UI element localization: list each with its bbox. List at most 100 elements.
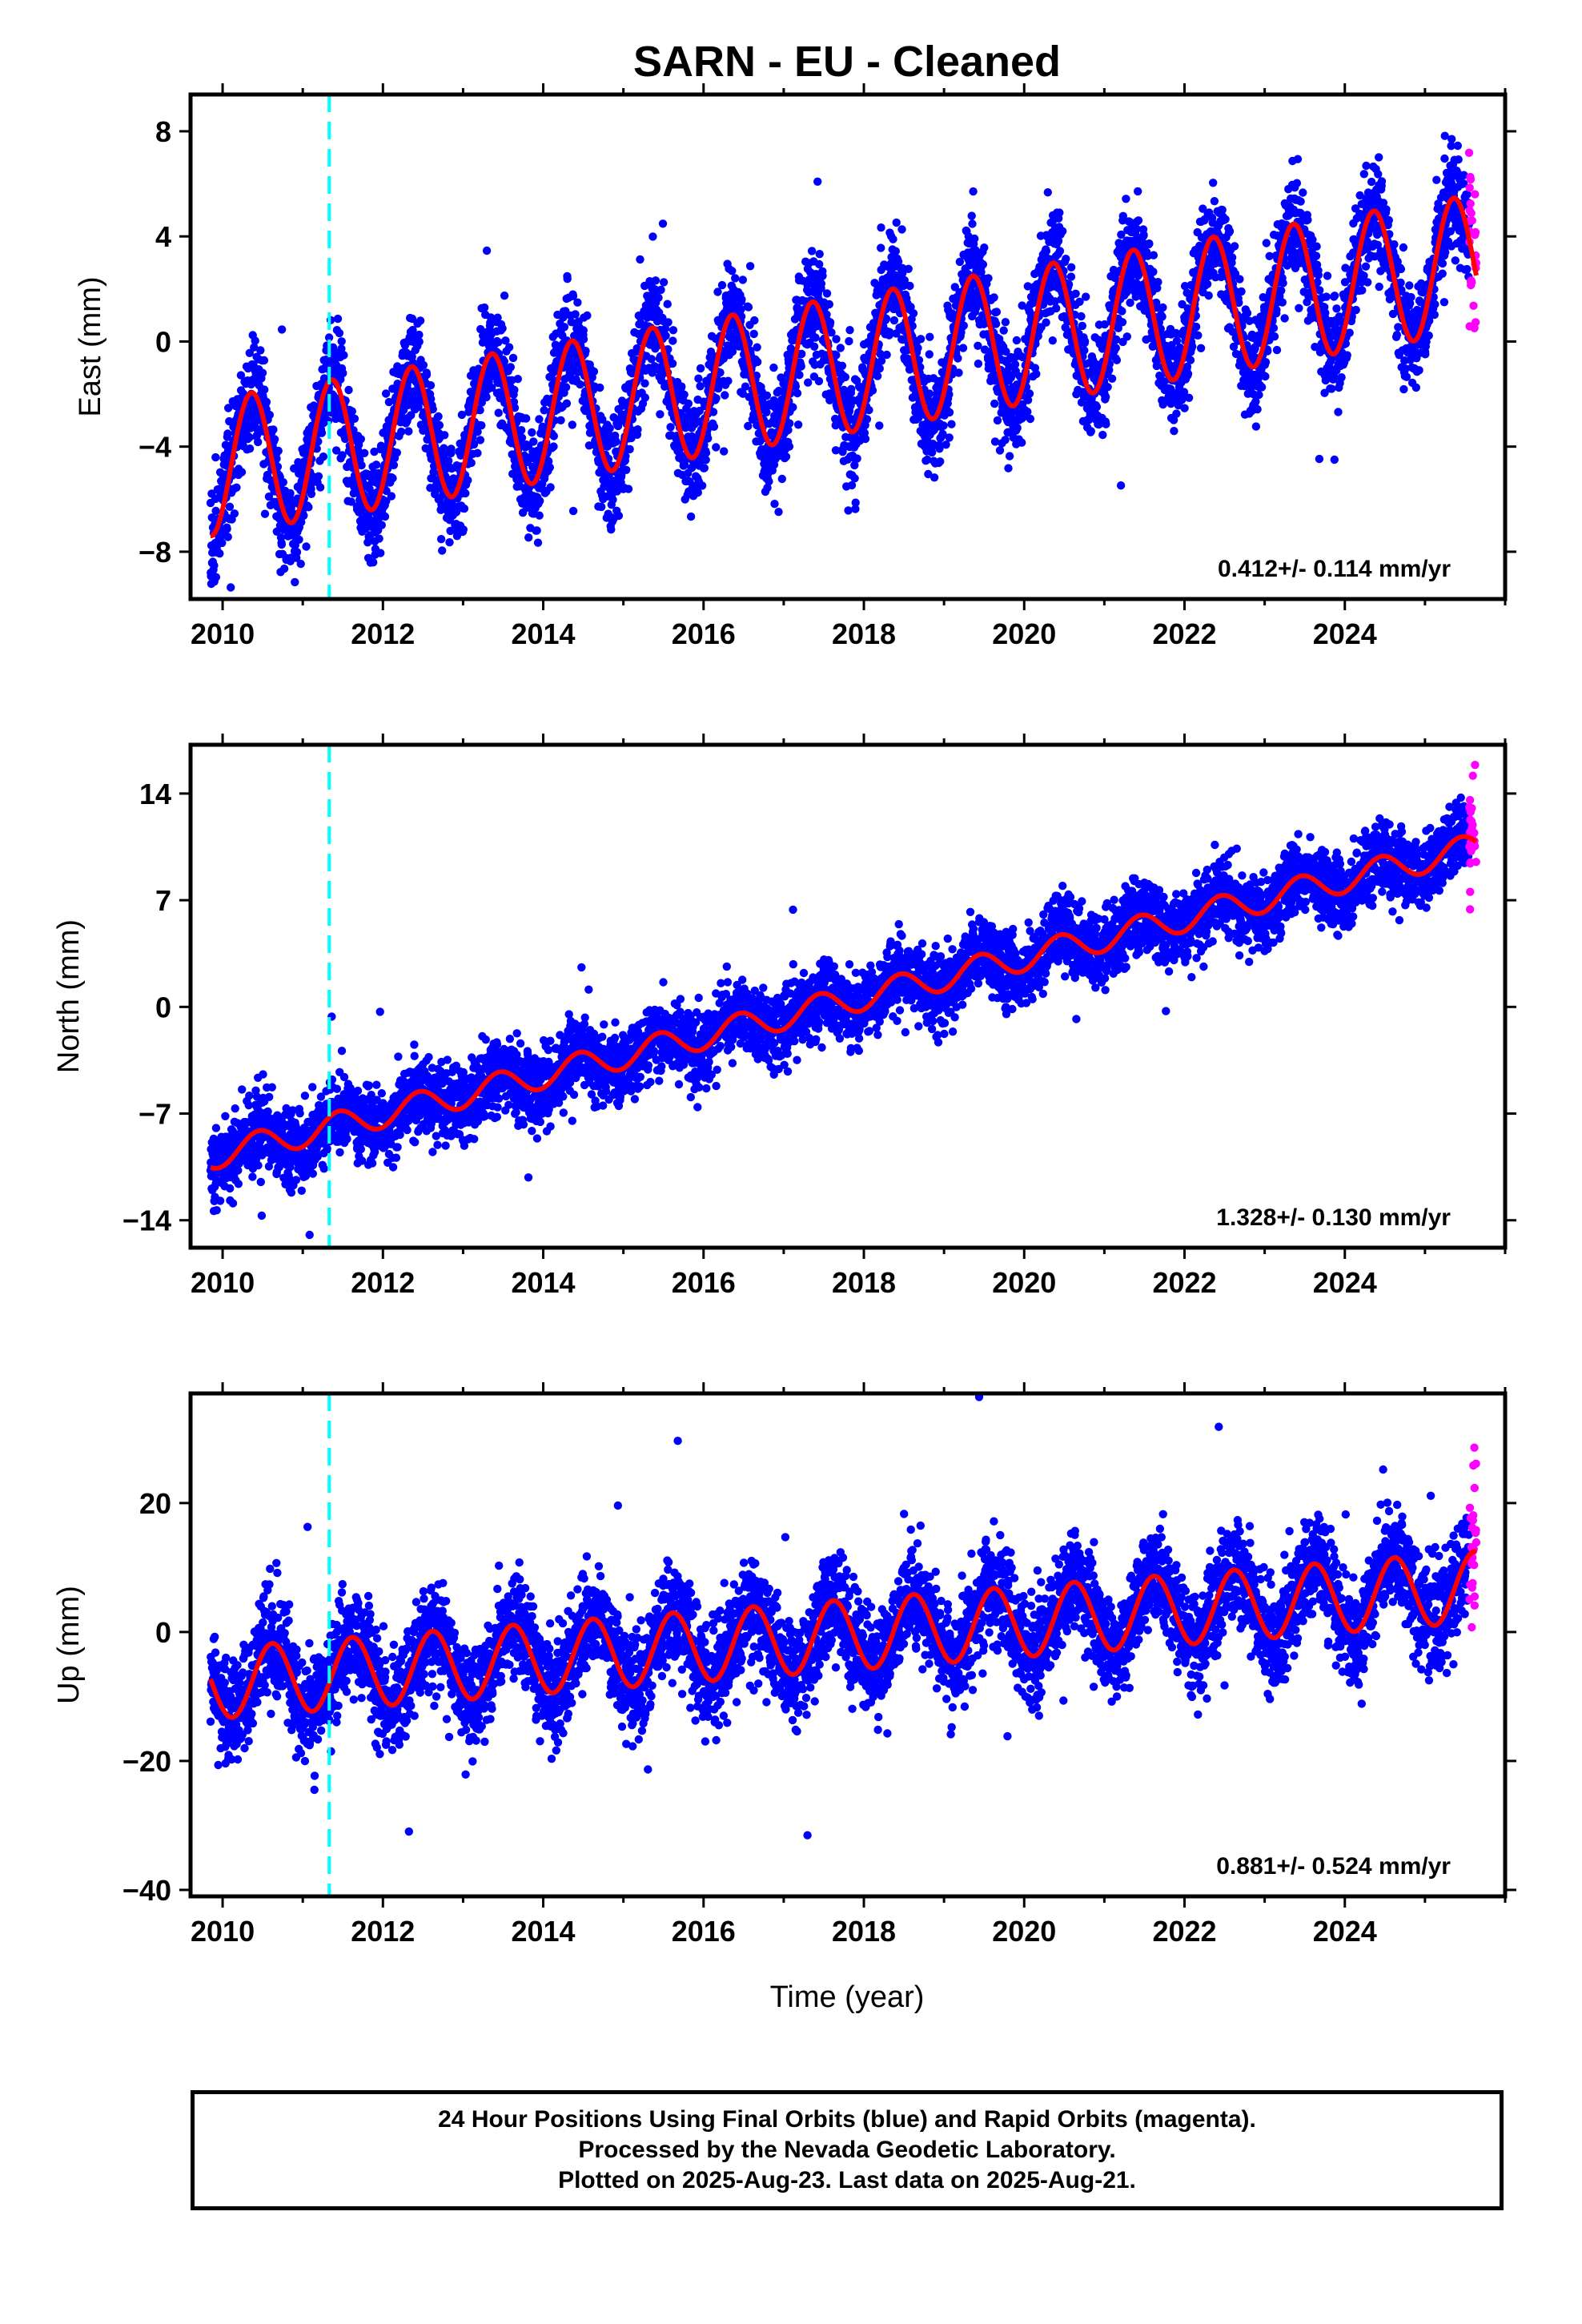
data-point: [540, 406, 548, 415]
data-point: [382, 486, 391, 496]
data-point: [482, 246, 492, 255]
data-point: [677, 382, 686, 391]
data-point: [1066, 263, 1076, 271]
data-point: [804, 378, 813, 387]
data-point: [546, 483, 555, 492]
data-point: [954, 354, 962, 363]
data-point: [232, 483, 241, 492]
data-point: [980, 243, 989, 252]
data-point: [841, 372, 850, 382]
data-point: [666, 423, 675, 432]
data-point: [877, 223, 885, 232]
data-point: [753, 357, 762, 367]
data-point: [1277, 286, 1286, 296]
data-point: [916, 335, 926, 344]
data-point: [356, 435, 365, 444]
data-point: [563, 275, 572, 283]
data-point: [686, 512, 696, 521]
data-point: [717, 280, 727, 290]
data-point: [1086, 427, 1096, 436]
data-point: [939, 421, 948, 430]
data-point: [571, 310, 580, 319]
data-point: [1261, 372, 1270, 381]
data-point: [825, 300, 834, 309]
data-point: [573, 298, 582, 307]
data-point: [1251, 422, 1261, 431]
data-point: [388, 474, 397, 483]
data-point: [597, 502, 606, 512]
panel-0: 2010 2012 2014 2016 2018 2020 2022 2024−8−4048E…: [74, 83, 1516, 650]
data-point: [809, 342, 819, 351]
data-point: [785, 419, 794, 428]
data-point: [1295, 304, 1303, 312]
data-point: [945, 408, 954, 417]
data-point: [1048, 336, 1058, 345]
data-point: [504, 343, 514, 352]
data-point: [292, 548, 302, 557]
data-point: [813, 177, 822, 186]
data-point: [522, 414, 531, 423]
data-point: [498, 324, 507, 333]
data-point: [1262, 239, 1271, 247]
data-point: [1001, 436, 1010, 444]
data-point: [415, 337, 424, 346]
data-point: [654, 293, 663, 302]
data-point: [579, 326, 588, 335]
data-point: [1203, 279, 1212, 288]
data-point: [1186, 356, 1195, 364]
data-point: [314, 472, 323, 480]
data-point: [473, 428, 482, 436]
data-point: [286, 489, 295, 498]
data-point: [254, 437, 263, 447]
data-point: [795, 371, 804, 380]
data-point: [607, 525, 616, 534]
data-point: [709, 422, 719, 431]
data-point: [832, 335, 841, 344]
data-point: [745, 262, 755, 271]
data-point: [344, 385, 353, 395]
data-point: [331, 446, 341, 455]
data-point: [648, 232, 657, 241]
data-point: [955, 257, 965, 267]
data-point: [684, 399, 693, 408]
data-point: [350, 414, 359, 423]
x-axis-label: Time (year): [770, 1980, 925, 2014]
data-point: [945, 433, 954, 442]
data-point: [339, 351, 348, 360]
data-point: [299, 511, 308, 520]
data-point: [1122, 195, 1130, 203]
data-point: [1272, 345, 1282, 355]
data-point: [1112, 356, 1122, 364]
data-point: [437, 500, 446, 509]
data-point: [297, 517, 306, 527]
data-point: [995, 446, 1005, 455]
data-point: [661, 332, 670, 340]
data-point: [984, 274, 993, 283]
data-point: [814, 376, 824, 386]
data-point: [596, 383, 604, 392]
data-point: [1188, 342, 1197, 351]
data-point: [319, 452, 328, 461]
data-point: [728, 267, 737, 275]
data-point: [357, 460, 366, 470]
data-point: [1116, 481, 1126, 490]
data-point: [476, 436, 485, 444]
data-point: [369, 558, 378, 567]
data-point: [947, 420, 956, 428]
data-point: [693, 488, 702, 497]
data-point: [482, 392, 491, 402]
data-point: [721, 391, 729, 400]
data-point: [377, 521, 386, 529]
data-point: [1227, 253, 1237, 262]
data-point: [640, 393, 649, 402]
data-point: [1080, 337, 1090, 346]
data-point: [904, 264, 913, 273]
data-point: [862, 415, 872, 424]
data-point: [700, 464, 709, 472]
data-point: [807, 247, 817, 255]
data-point: [331, 408, 340, 418]
data-point: [536, 497, 544, 505]
data-point: [1126, 298, 1134, 308]
data-point: [1134, 216, 1143, 225]
data-point: [909, 309, 918, 318]
